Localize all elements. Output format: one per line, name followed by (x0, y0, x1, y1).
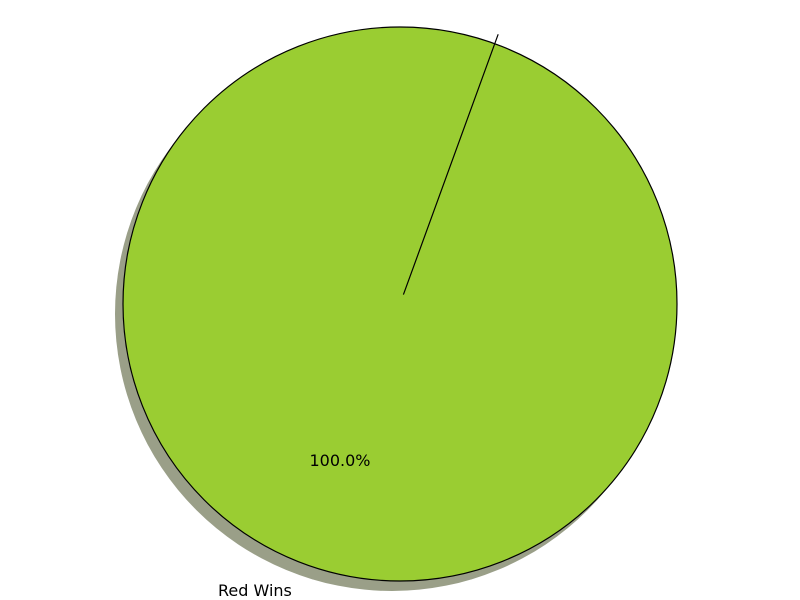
slice-percent-label-red-wins: 100.0% (309, 451, 370, 470)
pie-labels: Red Wins 100.0% (218, 451, 371, 600)
slice-label-red-wins: Red Wins (218, 581, 292, 600)
pie-slice-red-wins (122, 26, 678, 582)
pie-slices (122, 26, 678, 582)
